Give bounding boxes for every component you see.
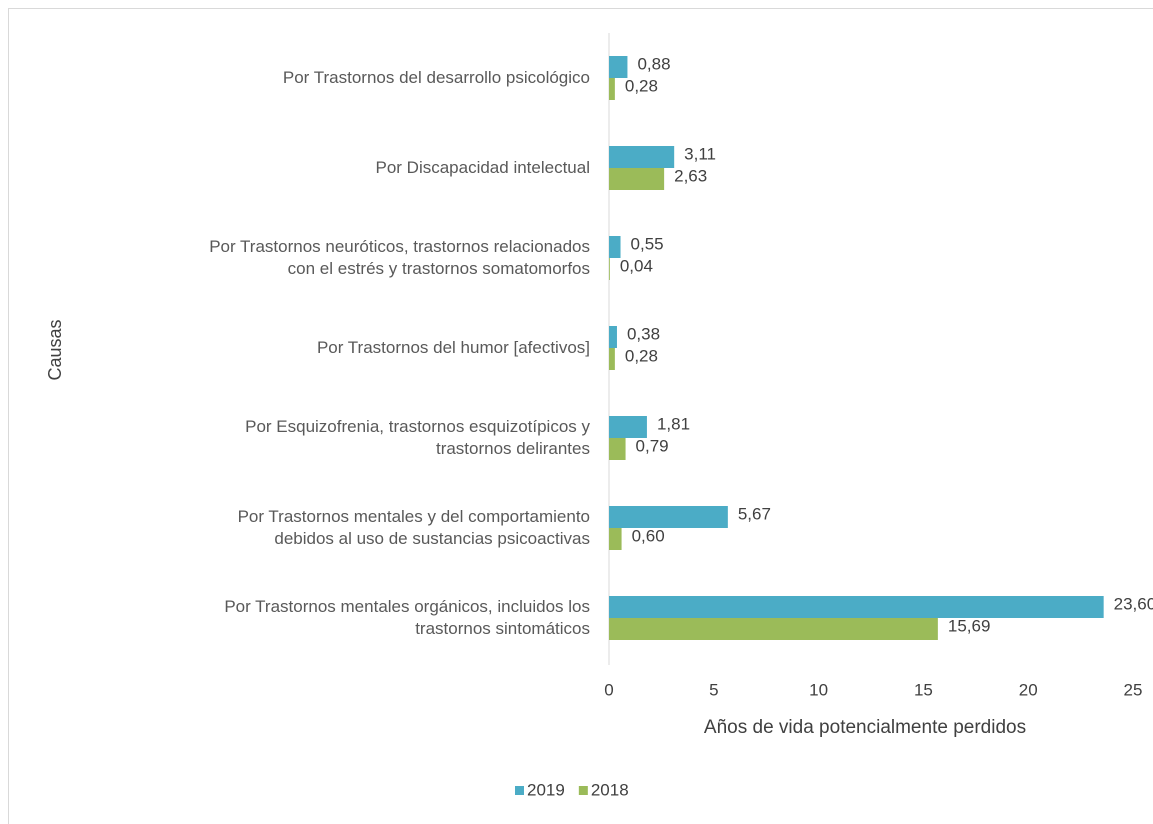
data-label: 15,69: [948, 616, 991, 635]
x-axis-title: Años de vida potencialmente perdidos: [704, 717, 1026, 738]
bar: [609, 236, 621, 258]
data-label: 5,67: [738, 504, 771, 523]
data-label: 1,81: [657, 414, 690, 433]
bar: [609, 416, 647, 438]
bar: [609, 438, 626, 460]
y-tick-label: Por Discapacidad intelectual: [375, 158, 590, 177]
bar: [609, 56, 628, 78]
bar: [609, 348, 615, 370]
data-label: 23,60: [1114, 594, 1153, 613]
data-label: 0,04: [620, 256, 653, 275]
x-tick-label: 10: [809, 680, 828, 699]
bar: [609, 528, 622, 550]
y-tick-label: Por Trastornos del humor [afectivos]: [316, 338, 590, 357]
data-label: 2,63: [674, 166, 707, 185]
legend-swatch: [578, 786, 588, 795]
bar: [609, 258, 610, 280]
bar: [609, 78, 615, 100]
chart-border: [8, 8, 1153, 824]
data-label: 0,28: [625, 76, 658, 95]
bar: [609, 506, 728, 528]
x-tick-label: 5: [709, 680, 718, 699]
bar: [609, 618, 938, 640]
x-tick-label: 0: [604, 680, 613, 699]
data-label: 0,55: [631, 234, 664, 253]
y-tick-label: Por Trastornos neuróticos, trastornos re…: [209, 237, 590, 278]
data-label: 0,88: [637, 54, 670, 73]
data-label: 0,79: [636, 436, 669, 455]
data-label: 0,60: [632, 526, 665, 545]
bar: [609, 146, 675, 168]
x-tick-label: 25: [1124, 680, 1143, 699]
y-tick-label: Por Trastornos mentales orgánicos, inclu…: [224, 597, 590, 638]
bar: [609, 596, 1104, 618]
data-label: 0,28: [625, 346, 658, 365]
legend-label: 2019: [527, 780, 565, 799]
y-axis-title: Causas: [45, 319, 65, 380]
bar: [609, 168, 665, 190]
y-tick-label: Por Trastornos mentales y del comportami…: [237, 507, 590, 548]
legend-label: 2018: [591, 780, 629, 799]
y-tick-label: Por Trastornos del desarrollo psicológic…: [282, 68, 590, 87]
data-label: 3,11: [684, 144, 716, 163]
legend-swatch: [515, 786, 524, 795]
data-label: 0,38: [627, 324, 660, 343]
bar: [609, 326, 617, 348]
x-tick-label: 15: [914, 680, 933, 699]
y-tick-label: Por Esquizofrenia, trastornos esquizotíp…: [245, 417, 590, 458]
x-tick-label: 20: [1019, 680, 1038, 699]
